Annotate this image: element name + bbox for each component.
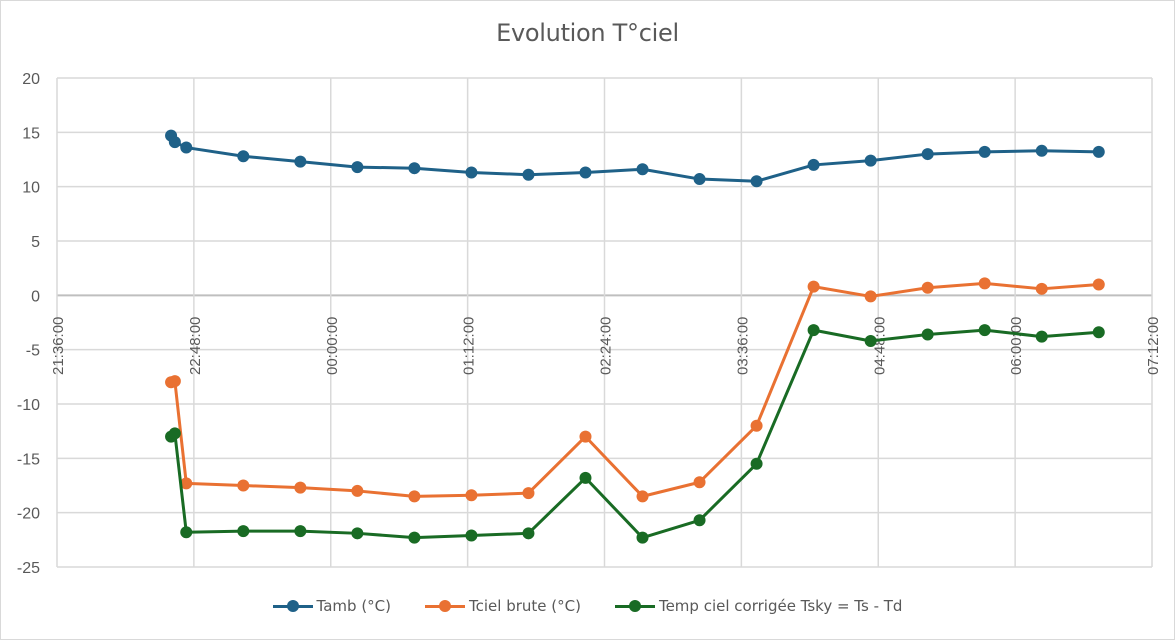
data-point: [237, 479, 250, 492]
data-point: [465, 166, 478, 179]
data-point: [180, 477, 193, 490]
legend-label: Temp ciel corrigée Tsky = Ts - Td: [658, 597, 903, 615]
x-tick-label: 04:48:00: [871, 317, 888, 375]
x-tick-label: 02:24:00: [598, 317, 615, 375]
data-point: [807, 280, 820, 293]
data-point: [408, 162, 421, 175]
data-point: [750, 175, 763, 188]
data-point: [636, 163, 649, 176]
legend-marker-icon: [425, 599, 465, 613]
y-tick-label: -10: [17, 397, 40, 414]
data-point: [864, 290, 877, 303]
y-tick-label: 0: [31, 288, 40, 305]
data-point: [1092, 145, 1105, 158]
data-point: [1092, 326, 1105, 339]
data-point: [693, 476, 706, 489]
y-tick-label: 5: [31, 234, 40, 251]
x-tick-label: 03:36:00: [734, 317, 751, 375]
data-point: [978, 277, 991, 290]
data-point: [465, 489, 478, 502]
x-tick-label: 01:12:00: [461, 317, 478, 375]
legend-marker-icon: [272, 599, 313, 613]
data-point: [1092, 278, 1105, 291]
legend-marker-icon: [614, 599, 655, 613]
data-point: [294, 481, 307, 494]
x-tick-label: 07:12:00: [1145, 317, 1162, 375]
legend: Tamb (°C) Tciel brute (°C) Temp ciel corri…: [0, 597, 1175, 615]
data-point: [636, 490, 649, 503]
data-point: [921, 281, 934, 294]
data-point: [522, 168, 535, 181]
data-point: [1035, 330, 1048, 343]
data-point: [693, 514, 706, 527]
data-point: [408, 490, 421, 503]
data-point: [168, 427, 181, 440]
data-point: [237, 150, 250, 163]
data-point: [351, 161, 364, 174]
data-point: [693, 173, 706, 186]
data-point: [168, 375, 181, 388]
data-point: [522, 487, 535, 500]
chart-title: Evolution T°ciel: [496, 19, 679, 47]
y-tick-label: 15: [22, 125, 40, 142]
data-point: [807, 158, 820, 171]
legend-item: Tciel brute (°C): [425, 597, 581, 615]
series-line: [169, 134, 1099, 183]
data-point: [921, 328, 934, 341]
data-point: [294, 525, 307, 538]
data-point: [351, 484, 364, 497]
gridlines: [56, 77, 1153, 568]
data-point: [807, 324, 820, 337]
y-tick-label: -5: [26, 343, 40, 360]
data-point: [168, 136, 181, 149]
data-point: [864, 154, 877, 167]
data-point: [237, 525, 250, 538]
series-0: [165, 129, 1105, 188]
y-axis-ticks: 20 15 10 5 0 -5 -10 -15 -20 -25: [17, 71, 40, 577]
data-point: [294, 155, 307, 168]
y-tick-label: -15: [17, 451, 40, 468]
legend-label: Tciel brute (°C): [469, 597, 581, 615]
series-layer: [165, 129, 1105, 544]
data-point: [180, 526, 193, 539]
series-1: [165, 277, 1105, 503]
data-point: [351, 527, 364, 540]
data-point: [978, 324, 991, 337]
data-point: [579, 166, 592, 179]
y-tick-label: -25: [17, 560, 40, 577]
y-tick-label: 20: [22, 71, 40, 88]
x-tick-label: 22:48:00: [187, 317, 204, 375]
x-tick-label: 21:36:00: [50, 317, 67, 375]
legend-item: Temp ciel corrigée Tsky = Ts - Td: [614, 597, 903, 615]
y-tick-label: 10: [22, 180, 40, 197]
series-line: [170, 328, 1099, 540]
data-point: [465, 529, 478, 542]
legend-item: Tamb (°C): [272, 597, 391, 615]
data-point: [579, 430, 592, 443]
data-point: [1035, 282, 1048, 295]
data-point: [921, 148, 934, 161]
data-point: [579, 471, 592, 484]
data-point: [750, 419, 763, 432]
data-point: [864, 334, 877, 347]
data-point: [1035, 144, 1048, 157]
y-tick-label: -20: [17, 506, 40, 523]
data-point: [636, 531, 649, 544]
legend-label: Tamb (°C): [316, 597, 391, 615]
x-axis-ticks: 21:36:00 22:48:00 00:00:00 01:12:00 02:24:00…: [50, 317, 1162, 375]
data-point: [408, 531, 421, 544]
series-2: [165, 324, 1105, 544]
data-point: [180, 141, 193, 154]
data-point: [522, 527, 535, 540]
x-tick-label: 06:00:00: [1008, 317, 1025, 375]
series-line: [170, 281, 1099, 498]
x-tick-label: 00:00:00: [324, 317, 341, 375]
data-point: [978, 145, 991, 158]
data-point: [750, 457, 763, 470]
